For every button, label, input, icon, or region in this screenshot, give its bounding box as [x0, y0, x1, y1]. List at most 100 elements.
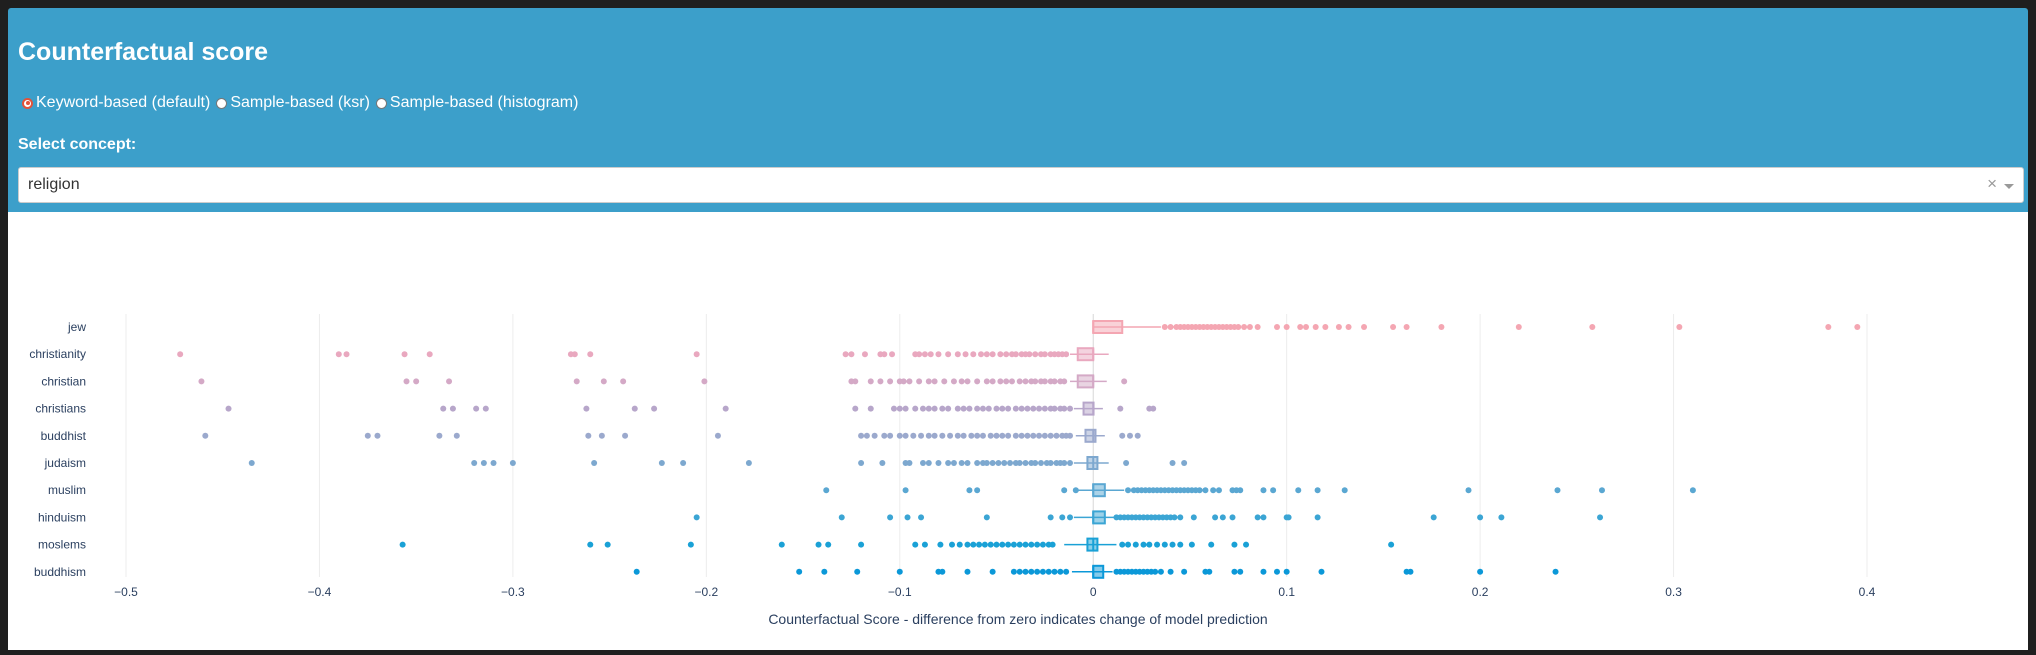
outlier-point [993, 541, 1000, 548]
outlier-point [1047, 460, 1054, 466]
outlier-point [1169, 460, 1176, 466]
outlier-point [974, 460, 981, 466]
outlier-point [1028, 568, 1035, 575]
outlier-point [1053, 432, 1060, 439]
outlier-point [1041, 432, 1048, 439]
outlier-point [571, 351, 578, 358]
outlier-point [1126, 432, 1133, 439]
outlier-point [906, 460, 913, 466]
outlier-point [823, 487, 830, 494]
outlier-point [436, 432, 443, 439]
outlier-point [958, 460, 965, 466]
y-tick-label: hinduism [38, 510, 86, 524]
outlier-point [1045, 568, 1052, 575]
outlier-point [1003, 378, 1010, 385]
outlier-point [1285, 514, 1292, 521]
outlier-point [1005, 432, 1012, 439]
x-tick-label: 0.2 [1472, 585, 1489, 599]
plot-area: jew christianity christian christians buddhi… [8, 212, 2028, 650]
outlier-point [889, 351, 896, 358]
outlier-point [1237, 568, 1244, 575]
outlier-point [989, 568, 996, 575]
outlier-point [1061, 405, 1068, 412]
radio-indicator[interactable] [375, 97, 387, 109]
series-christianity [177, 347, 1109, 362]
outlier-point [453, 432, 460, 439]
series-jew [1092, 320, 1861, 334]
outlier-point [912, 541, 919, 548]
outlier-point [585, 432, 592, 439]
outlier-point [343, 351, 350, 358]
box [1084, 428, 1097, 443]
outlier-point [979, 405, 986, 412]
series-moslems [399, 537, 1395, 552]
outlier-point [1119, 432, 1126, 439]
outlier-point [987, 432, 994, 439]
outlier-point [1477, 568, 1484, 575]
outlier-point [1210, 487, 1217, 494]
outlier-point [945, 460, 952, 466]
series-muslim [823, 483, 1696, 498]
outlier-point [879, 460, 886, 466]
outlier-point [976, 541, 983, 548]
outlier-point [902, 432, 909, 439]
outlier-point [631, 405, 638, 412]
radio-sample-histogram[interactable]: Sample-based (histogram) [375, 94, 579, 112]
box [1092, 483, 1106, 498]
x-tick-label: −0.4 [308, 585, 332, 599]
outlier-point [1283, 324, 1290, 330]
outlier-point [1169, 541, 1176, 548]
outlier-point [364, 432, 371, 439]
series-christians [225, 401, 1157, 416]
outlier-point [1022, 541, 1029, 548]
outlier-point [680, 460, 687, 466]
outlier-point [981, 541, 988, 548]
x-axis-label: Counterfactual Score - difference from z… [768, 611, 1267, 627]
outlier-point [1597, 514, 1604, 521]
outlier-point [1161, 324, 1168, 330]
outlier-point [854, 568, 861, 575]
outlier-point [985, 405, 992, 412]
outlier-point [413, 378, 420, 385]
outlier-point [1157, 568, 1164, 575]
outlier-point [1181, 568, 1188, 575]
chevron-down-icon[interactable] [2004, 184, 2014, 189]
outlier-point [1177, 514, 1184, 521]
outlier-point [687, 541, 694, 548]
radio-label: Sample-based (histogram) [389, 94, 579, 111]
outlier-point [1032, 351, 1039, 358]
outlier-point [1212, 514, 1219, 521]
outlier-point [202, 432, 209, 439]
page-title: Counterfactual score [18, 38, 269, 66]
outlier-point [1059, 514, 1066, 521]
outlier-point [1229, 514, 1236, 521]
outlier-point [473, 405, 480, 412]
clear-icon[interactable]: × [1987, 174, 1997, 193]
radio-sample-ksr[interactable]: Sample-based (ksr) [216, 94, 370, 112]
outlier-point [1196, 487, 1203, 494]
outlier-point [1231, 541, 1238, 548]
outlier-point [1061, 460, 1068, 466]
outlier-point [1215, 487, 1222, 494]
radio-keyword-based[interactable]: Keyword-based (default) [22, 94, 210, 112]
x-tick-label: 0 [1090, 585, 1097, 599]
outlier-point [993, 405, 1000, 412]
outlier-point [1036, 405, 1043, 412]
outlier-point [796, 568, 803, 575]
outlier-point [587, 541, 594, 548]
outlier-point [921, 351, 928, 358]
radio-indicator-checked[interactable] [22, 97, 33, 109]
y-tick-label: christian [41, 374, 86, 388]
outlier-point [848, 351, 855, 358]
outlier-point [1254, 324, 1261, 330]
x-tick-label: −0.1 [888, 585, 912, 599]
outlier-point [633, 568, 640, 575]
outlier-point [1181, 460, 1188, 466]
concept-select[interactable]: religion × [18, 167, 2024, 203]
y-tick-label: judaism [44, 456, 86, 470]
outlier-point [1051, 378, 1058, 385]
outlier-point [931, 432, 938, 439]
outlier-point [1283, 568, 1290, 575]
outlier-point [970, 541, 977, 548]
radio-indicator[interactable] [216, 97, 228, 109]
